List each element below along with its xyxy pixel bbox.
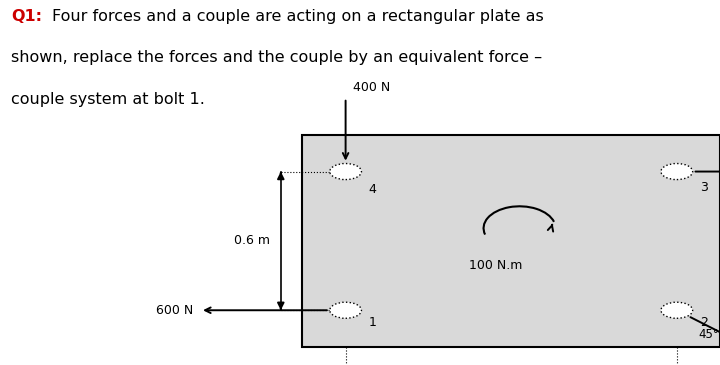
Text: couple system at bolt 1.: couple system at bolt 1. <box>11 92 204 107</box>
Text: 4: 4 <box>369 183 377 196</box>
Circle shape <box>330 302 361 318</box>
Text: 100 N.m: 100 N.m <box>469 259 523 272</box>
Text: 45°: 45° <box>698 328 719 342</box>
Text: 600 N: 600 N <box>156 304 193 317</box>
Text: 1: 1 <box>369 316 377 330</box>
Text: Q1:: Q1: <box>11 9 42 24</box>
Bar <box>302 135 720 347</box>
Text: 2: 2 <box>700 316 708 330</box>
Text: shown, replace the forces and the couple by an equivalent force –: shown, replace the forces and the couple… <box>11 50 542 65</box>
Circle shape <box>661 164 693 180</box>
Circle shape <box>330 164 361 180</box>
Text: 3: 3 <box>700 181 708 195</box>
Text: 400 N: 400 N <box>353 81 390 94</box>
Text: 0.6 m: 0.6 m <box>234 234 270 247</box>
Text: Four forces and a couple are acting on a rectangular plate as: Four forces and a couple are acting on a… <box>52 9 544 24</box>
Circle shape <box>661 302 693 318</box>
